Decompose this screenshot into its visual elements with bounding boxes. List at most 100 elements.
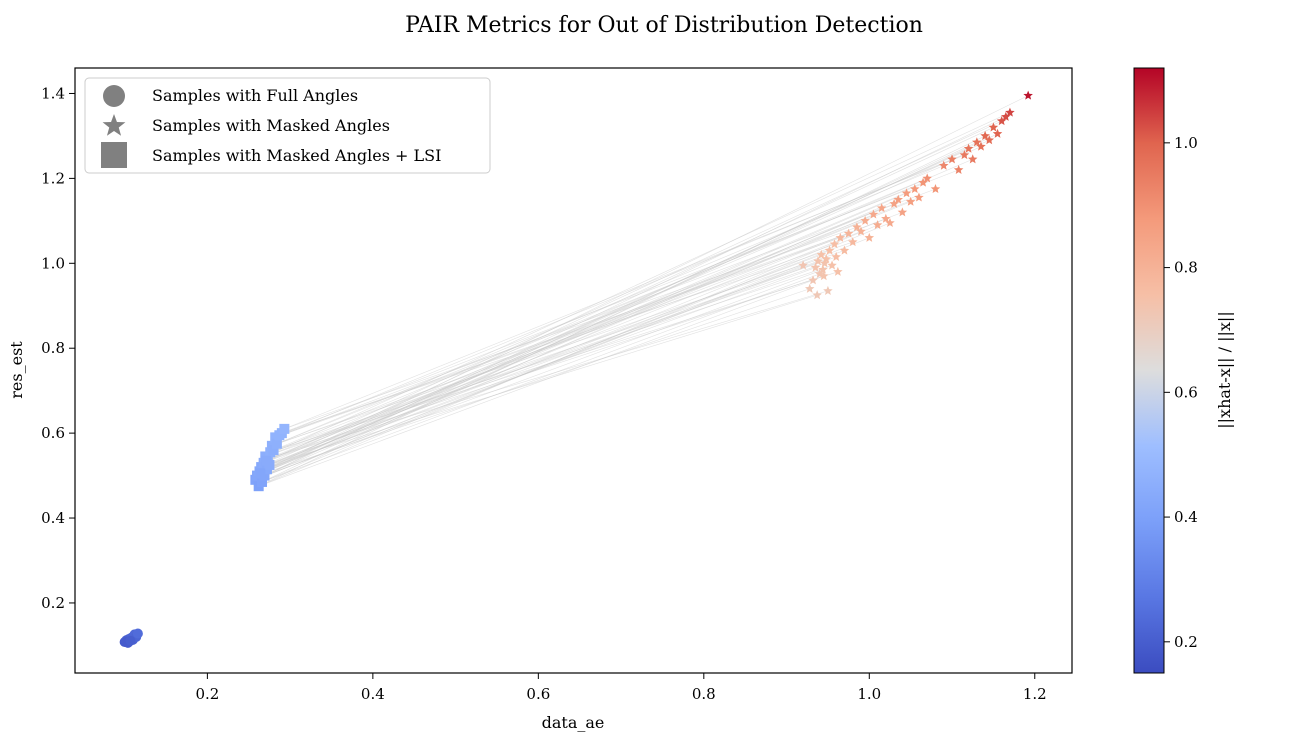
masked-angles-point <box>893 194 903 204</box>
masked-angles-point <box>996 116 1007 126</box>
masked-angles-point <box>810 262 821 272</box>
masked-angles-point <box>843 228 854 238</box>
connector-line <box>275 237 841 438</box>
masked-angles-point <box>980 130 990 140</box>
legend-label-masked-angles: Samples with Masked Angles <box>152 116 390 135</box>
legend-square-icon <box>101 142 127 168</box>
masked-lsi-point <box>256 476 267 487</box>
x-tick-label: 1.0 <box>857 685 881 703</box>
masked-angles-point <box>813 256 823 266</box>
masked-angles-point <box>1023 90 1033 100</box>
masked-angles-point <box>876 203 887 213</box>
connector-line <box>260 231 862 474</box>
x-tick-label: 0.6 <box>526 685 550 703</box>
plot-frame <box>74 67 1073 674</box>
masked-angles-point <box>914 192 924 202</box>
masked-angles-point <box>835 232 846 242</box>
masked-angles-point <box>881 213 891 223</box>
connector-line <box>267 275 824 459</box>
masked-angles-point <box>823 285 833 295</box>
masked-angles-point <box>930 184 941 194</box>
masked-angles-point <box>972 137 982 147</box>
masked-lsi-point <box>261 455 272 466</box>
connector-line <box>265 112 1011 457</box>
masked-lsi-point <box>268 445 279 456</box>
masked-lsi-point <box>271 438 282 449</box>
x-tick-label: 0.8 <box>692 685 716 703</box>
connector-line <box>261 218 886 468</box>
connector-line <box>271 243 835 447</box>
masked-angles-point <box>808 275 818 285</box>
masked-angles-point <box>868 209 879 219</box>
connector-line <box>270 271 838 453</box>
connector-line <box>261 133 998 483</box>
masked-angles-point <box>922 173 932 183</box>
legend-star-icon <box>102 114 126 136</box>
colorbar-tick-label: 1.0 <box>1174 134 1198 152</box>
masked-angles-point <box>833 266 843 276</box>
y-axis-ticks: 0.2 0.4 0.6 0.8 1.0 1.2 1.4 <box>41 84 75 612</box>
connector-line <box>256 214 874 476</box>
connector-line <box>261 127 994 468</box>
masked-angles-point <box>976 141 986 151</box>
connector-line <box>267 201 911 459</box>
masked-angles-point <box>885 217 895 228</box>
connector-line <box>275 188 936 438</box>
masked-angles-point <box>905 196 916 206</box>
masked-angles-point <box>829 239 840 249</box>
connector-line <box>265 212 903 457</box>
colorbar-tick-label: 0.2 <box>1174 633 1198 651</box>
connector-line <box>258 135 986 487</box>
x-tick-label: 0.2 <box>195 685 219 703</box>
legend-circle-icon <box>103 85 125 107</box>
connector-line <box>281 169 959 434</box>
masked-angles-point <box>1005 107 1015 117</box>
colorbar-gradient <box>1133 67 1165 674</box>
masked-angles-point <box>963 143 974 153</box>
masked-angles-point <box>856 226 866 236</box>
masked-angles-point <box>812 290 822 300</box>
masked-angles-point <box>847 237 858 247</box>
connector-line <box>276 165 944 445</box>
connector-line <box>260 148 969 474</box>
masked-angles-point <box>819 258 830 268</box>
masked-angles-point <box>827 260 837 270</box>
chart-title: PAIR Metrics for Out of Distribution Det… <box>405 13 923 38</box>
connector-line <box>266 95 1029 470</box>
colorbar-tick-label: 0.4 <box>1174 508 1198 526</box>
y-tick-label: 0.4 <box>41 509 65 527</box>
x-axis-ticks: 0.2 0.4 0.6 0.8 1.0 1.2 <box>195 673 1047 703</box>
masked-angles-point <box>821 254 832 264</box>
masked-angles-point <box>860 215 870 225</box>
masked-angles-point <box>819 271 829 281</box>
masked-angles-point <box>967 154 978 164</box>
x-tick-label: 1.2 <box>1023 685 1047 703</box>
masked-angles-point <box>831 251 841 261</box>
connector-line <box>270 197 920 453</box>
masked-angles-point <box>864 232 875 242</box>
masked-angles-point <box>901 188 912 198</box>
masked-angles-point <box>814 268 825 278</box>
legend: Samples with Full Angles Samples with Ma… <box>84 77 491 174</box>
masked-angles-point <box>804 283 815 293</box>
masked-angles-point <box>818 264 828 274</box>
y-tick-label: 1.4 <box>41 84 65 102</box>
connector-line <box>273 178 928 451</box>
masked-angles-point <box>910 184 920 194</box>
connector-line <box>264 116 1006 476</box>
masked-angles-point <box>988 122 999 132</box>
masked-angles-point <box>947 154 957 164</box>
connector-line <box>255 142 977 481</box>
masked-angles-point <box>798 260 808 270</box>
full-angles-point <box>125 635 136 646</box>
y-tick-label: 0.6 <box>41 424 65 442</box>
data-points <box>119 90 1033 648</box>
legend-label-masked-angles-lsi: Samples with Masked Angles + LSI <box>152 146 441 165</box>
x-tick-label: 0.4 <box>361 685 385 703</box>
y-tick-label: 0.2 <box>41 594 65 612</box>
connector-line <box>261 222 891 483</box>
masked-angles-point <box>992 128 1003 138</box>
connector-line <box>269 188 915 466</box>
